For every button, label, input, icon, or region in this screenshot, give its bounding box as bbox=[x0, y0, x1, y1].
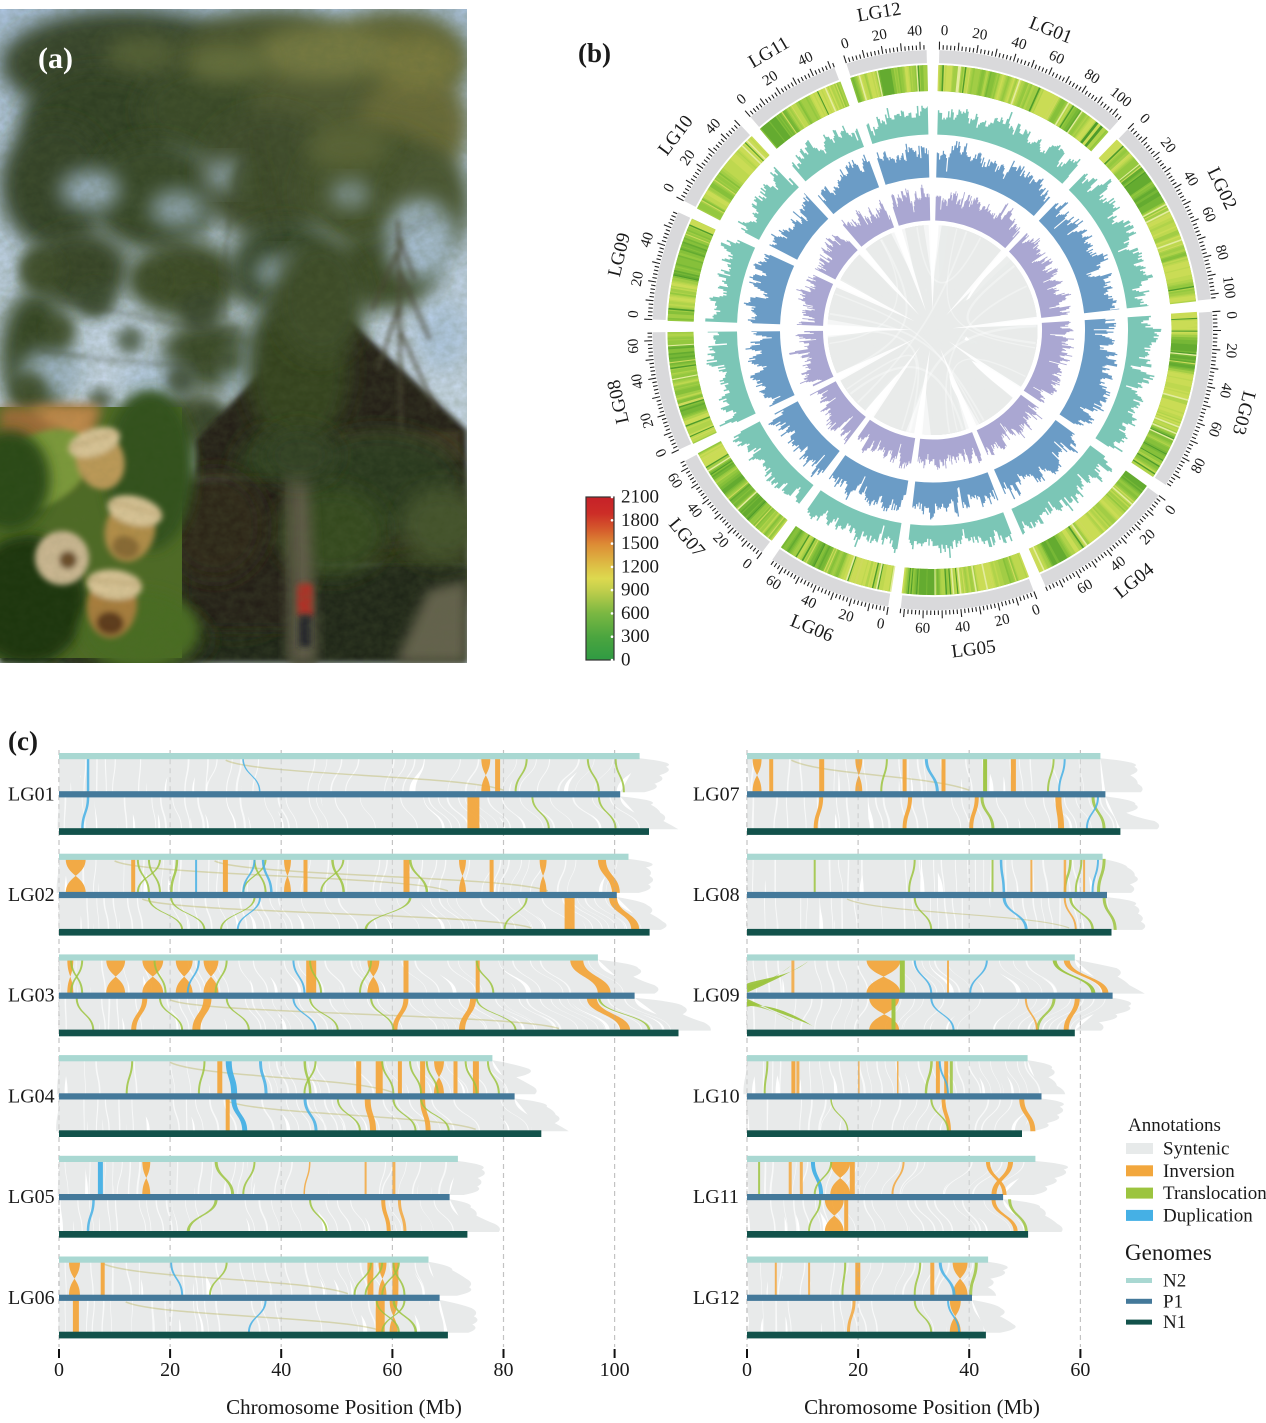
svg-text:LG08: LG08 bbox=[693, 884, 740, 906]
svg-text:60: 60 bbox=[1205, 419, 1225, 438]
svg-text:LG05: LG05 bbox=[8, 1186, 55, 1208]
svg-text:80: 80 bbox=[1212, 243, 1231, 262]
svg-text:20: 20 bbox=[1222, 343, 1239, 359]
svg-text:60: 60 bbox=[763, 572, 784, 594]
svg-text:1500: 1500 bbox=[621, 533, 659, 554]
svg-text:60: 60 bbox=[1046, 48, 1066, 69]
svg-text:40: 40 bbox=[271, 1359, 291, 1381]
svg-text:80: 80 bbox=[1188, 456, 1209, 477]
svg-text:40: 40 bbox=[1180, 168, 1201, 189]
svg-text:60: 60 bbox=[664, 470, 685, 491]
svg-text:N2: N2 bbox=[1163, 1271, 1186, 1292]
svg-text:40: 40 bbox=[629, 373, 647, 391]
svg-text:20: 20 bbox=[993, 611, 1011, 630]
svg-text:40: 40 bbox=[795, 49, 815, 70]
svg-text:N1: N1 bbox=[1163, 1312, 1186, 1333]
svg-text:LG10: LG10 bbox=[693, 1085, 740, 1107]
svg-text:20: 20 bbox=[871, 26, 889, 44]
svg-text:Translocation: Translocation bbox=[1163, 1183, 1266, 1204]
svg-text:60: 60 bbox=[1070, 1359, 1090, 1381]
svg-text:Duplication: Duplication bbox=[1163, 1205, 1253, 1226]
svg-text:60: 60 bbox=[626, 338, 643, 354]
svg-text:40: 40 bbox=[907, 23, 923, 40]
svg-text:Annotations: Annotations bbox=[1128, 1115, 1221, 1136]
svg-text:20: 20 bbox=[629, 270, 647, 288]
svg-text:40: 40 bbox=[1216, 381, 1235, 399]
svg-text:Genomes: Genomes bbox=[1125, 1240, 1212, 1265]
svg-text:Inversion: Inversion bbox=[1163, 1161, 1235, 1182]
svg-text:60: 60 bbox=[1198, 205, 1219, 225]
svg-text:60: 60 bbox=[915, 621, 931, 637]
svg-text:40: 40 bbox=[638, 230, 658, 249]
svg-text:60: 60 bbox=[382, 1359, 402, 1381]
svg-text:20: 20 bbox=[160, 1359, 180, 1381]
svg-text:20: 20 bbox=[760, 68, 781, 90]
svg-text:80: 80 bbox=[1081, 66, 1102, 88]
svg-text:(c): (c) bbox=[8, 726, 38, 756]
svg-text:LG01: LG01 bbox=[8, 783, 55, 805]
svg-text:0: 0 bbox=[621, 650, 631, 671]
svg-text:0: 0 bbox=[54, 1359, 64, 1381]
svg-text:LG03: LG03 bbox=[8, 985, 55, 1007]
svg-text:1800: 1800 bbox=[621, 510, 659, 531]
svg-text:900: 900 bbox=[621, 580, 650, 601]
svg-text:40: 40 bbox=[954, 619, 971, 636]
svg-text:Chromosome Position (Mb): Chromosome Position (Mb) bbox=[226, 1395, 462, 1419]
svg-text:20: 20 bbox=[848, 1359, 868, 1381]
svg-text:100: 100 bbox=[1219, 275, 1238, 300]
svg-text:1200: 1200 bbox=[621, 556, 659, 577]
svg-text:20: 20 bbox=[638, 411, 658, 430]
svg-text:40: 40 bbox=[1009, 34, 1028, 54]
svg-text:60: 60 bbox=[1075, 576, 1096, 597]
svg-text:0: 0 bbox=[742, 1359, 752, 1381]
svg-text:LG04: LG04 bbox=[8, 1085, 55, 1107]
svg-text:0: 0 bbox=[1223, 311, 1239, 319]
svg-text:20: 20 bbox=[837, 606, 856, 626]
svg-text:P1: P1 bbox=[1163, 1291, 1183, 1312]
svg-text:(a): (a) bbox=[38, 42, 73, 75]
svg-text:LG06: LG06 bbox=[8, 1287, 55, 1309]
svg-text:300: 300 bbox=[621, 626, 650, 647]
svg-text:LG09: LG09 bbox=[693, 985, 740, 1007]
svg-text:80: 80 bbox=[494, 1359, 514, 1381]
svg-text:0: 0 bbox=[940, 23, 948, 39]
svg-text:Syntenic: Syntenic bbox=[1163, 1139, 1230, 1160]
svg-text:20: 20 bbox=[971, 26, 988, 44]
svg-text:0: 0 bbox=[875, 616, 885, 633]
svg-text:LG07: LG07 bbox=[693, 783, 740, 805]
svg-text:40: 40 bbox=[959, 1359, 979, 1381]
svg-text:LG11: LG11 bbox=[693, 1186, 739, 1208]
svg-text:LG02: LG02 bbox=[8, 884, 55, 906]
svg-text:2100: 2100 bbox=[621, 487, 659, 508]
svg-text:600: 600 bbox=[621, 603, 650, 624]
svg-text:Chromosome Position (Mb): Chromosome Position (Mb) bbox=[804, 1395, 1040, 1419]
svg-text:0: 0 bbox=[626, 310, 642, 318]
svg-text:100: 100 bbox=[600, 1359, 630, 1381]
svg-text:0: 0 bbox=[839, 35, 851, 52]
svg-text:40: 40 bbox=[798, 592, 818, 613]
svg-text:LG12: LG12 bbox=[693, 1287, 740, 1309]
svg-text:(b): (b) bbox=[578, 38, 611, 68]
